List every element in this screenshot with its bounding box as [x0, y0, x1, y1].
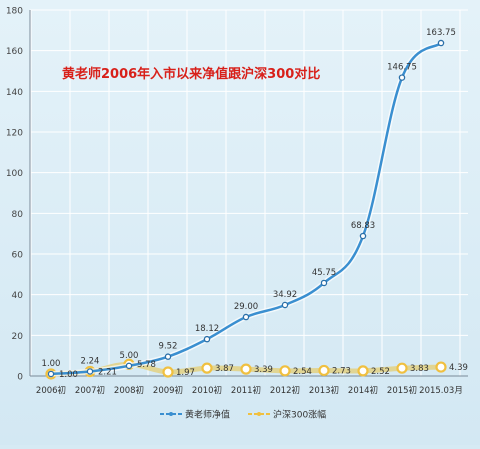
x-tick-label: 2012初: [270, 385, 300, 396]
x-tick-label: 2008初: [114, 385, 144, 396]
data-label-hs300: 5.78: [137, 360, 156, 370]
y-tick-label: 40: [12, 291, 24, 301]
data-label-huang: 1.00: [42, 359, 61, 369]
data-label-hs300: 2.21: [98, 368, 117, 378]
data-point-hs300: [162, 366, 174, 378]
data-label-hs300: 3.39: [254, 365, 273, 375]
legend-label-hs300: 沪深300涨幅: [273, 409, 326, 421]
y-tick-label: 140: [6, 88, 23, 98]
data-point-huang: [164, 353, 172, 360]
data-point-huang: [398, 74, 406, 81]
series-line-huang: [49, 41, 443, 376]
data-point-huang: [437, 39, 445, 47]
data-label-huang: 68.83: [351, 221, 375, 231]
data-point-hs300: [279, 365, 291, 377]
y-tick-label: 80: [12, 210, 24, 220]
x-tick-label: 2015初: [387, 385, 417, 396]
data-label-hs300: 3.83: [410, 364, 429, 374]
data-label-huang: 9.52: [159, 342, 178, 352]
chart-title: 黄老师2006年入市以来净值跟沪深300对比: [62, 66, 320, 82]
data-label-huang: 146.75: [387, 63, 417, 73]
data-point-hs300: [201, 362, 213, 374]
data-label-hs300: 2.54: [293, 367, 312, 377]
x-tick-label: 2007初: [75, 385, 105, 396]
data-point-huang: [86, 368, 94, 375]
data-label-huang: 45.75: [312, 268, 336, 278]
x-tick-label: 2014初: [348, 385, 378, 396]
data-label-huang: 29.00: [234, 302, 258, 312]
x-tick-label: 2009初: [153, 385, 183, 396]
data-label-hs300: 2.73: [332, 366, 351, 376]
data-point-huang: [281, 301, 289, 309]
data-point-hs300: [240, 363, 252, 375]
y-tick-label: 160: [6, 47, 23, 57]
data-labels: 1.00 2.245.009.5218.1229.0034.9245.7568.8…: [42, 28, 468, 380]
data-point-hs300: [435, 361, 447, 373]
series: [45, 39, 447, 380]
data-label-huang: 18.12: [195, 324, 219, 334]
y-tick-label: 60: [12, 251, 24, 261]
data-label-hs300: 1.97: [176, 368, 195, 378]
data-point-huang: [47, 370, 55, 378]
y-tick-label: 180: [6, 7, 23, 17]
data-label-hs300: 2.52: [371, 367, 390, 377]
data-label-hs300: 1.00: [59, 370, 78, 380]
grid-lines: [30, 9, 468, 377]
x-tick-label: 2013初: [309, 385, 339, 396]
axes: 0 20 40 60 80 100 120 140 160 180 2006初 2007初 2008初 2…: [6, 7, 468, 396]
legend-label-huang: 黄老师净值: [185, 409, 230, 421]
data-label-hs300: 4.39: [449, 363, 468, 373]
x-tick-label: 2006初: [36, 385, 66, 396]
y-tick-label: 120: [6, 129, 23, 139]
legend-marker-huang: [169, 412, 173, 416]
data-point-huang: [242, 313, 250, 321]
data-label-huang: 163.75: [426, 28, 456, 38]
data-point-huang: [359, 232, 367, 240]
y-tick-label: 0: [17, 373, 23, 383]
data-point-hs300: [357, 365, 369, 377]
y-tick-label: 20: [12, 332, 24, 342]
data-point-huang: [125, 362, 133, 370]
data-point-huang: [203, 335, 211, 343]
data-point-hs300: [318, 364, 330, 377]
legend: 黄老师净值 沪深300涨幅: [160, 409, 326, 421]
legend-marker-hs300: [257, 412, 261, 416]
x-tick-label: 2015.03月: [419, 386, 463, 396]
data-label-hs300: 3.87: [215, 364, 234, 374]
data-point-huang: [320, 279, 328, 287]
x-tick-label: 2011初: [231, 385, 261, 396]
x-tick-label: 2010初: [192, 385, 222, 396]
data-label-huang: 5.00: [120, 351, 139, 361]
data-point-hs300: [396, 362, 408, 374]
data-label-huang: 34.92: [273, 290, 297, 300]
data-label-huang: 2.24: [81, 356, 100, 366]
y-tick-label: 100: [6, 169, 23, 179]
